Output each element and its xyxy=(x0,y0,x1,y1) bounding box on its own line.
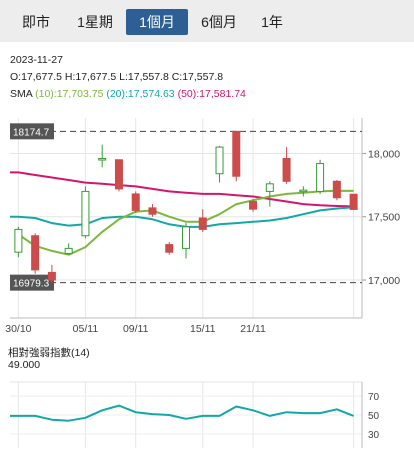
candle-body-6 xyxy=(114,159,123,190)
sma10-value: (10):17,703.75 xyxy=(35,88,104,100)
candle-body-2 xyxy=(47,271,56,281)
sma10-line xyxy=(17,189,354,256)
y-tick-label-1: 17,500 xyxy=(368,212,400,224)
x-tick-label-1: 05/11 xyxy=(73,323,99,335)
candle-body-14 xyxy=(249,201,258,210)
candle-body-3 xyxy=(64,247,73,254)
tab-1-week[interactable]: 1星期 xyxy=(77,14,113,30)
candle-body-18 xyxy=(316,163,325,192)
candle-body-15 xyxy=(265,183,274,192)
high-marker-label: 18174.7 xyxy=(13,127,50,138)
period-tabs: 即市 1星期 1個月 6個月 1年 xyxy=(0,0,414,42)
rsi-period: (14) xyxy=(71,347,90,359)
x-tick-label-0: 30/10 xyxy=(5,323,31,335)
tab-1-year[interactable]: 1年 xyxy=(261,14,283,30)
high-marker-box xyxy=(10,123,54,140)
candle-body-12 xyxy=(215,146,224,175)
x-tick-label-3: 15/11 xyxy=(190,323,216,335)
ohlc-readout: O:17,677.5 H:17,677.5 L:17,557.8 C:17,55… xyxy=(10,71,224,83)
low-marker-box xyxy=(10,274,54,291)
candle-body-1 xyxy=(31,235,40,271)
sma-label: SMA xyxy=(10,88,33,100)
rsi-title-text: 相對強弱指數 xyxy=(8,347,71,359)
quote-date: 2023-11-27 xyxy=(10,54,63,66)
sma50-value: (50):17,581.74 xyxy=(177,88,246,100)
candle-body-5 xyxy=(98,158,107,161)
rsi-title: 相對強弱指數(14) xyxy=(8,345,90,360)
rsi-y-tick-2: 30 xyxy=(368,430,380,441)
candle-body-17 xyxy=(299,189,308,193)
sma50-line xyxy=(10,171,354,208)
candle-body-16 xyxy=(282,158,291,182)
tab-1-month[interactable]: 1個月 xyxy=(126,9,188,35)
candle-body-8 xyxy=(148,207,157,215)
rsi-value: 49.000 xyxy=(8,359,41,371)
y-tick-label-2: 17,000 xyxy=(368,275,400,287)
candle-body-0 xyxy=(14,228,23,253)
sma-readout: SMA (10):17,703.75 (20):17,574.63 (50):1… xyxy=(10,88,246,100)
tab-6-months[interactable]: 6個月 xyxy=(201,14,237,30)
sma20-value: (20):17,574.63 xyxy=(106,88,175,100)
candle-body-10 xyxy=(182,226,190,249)
y-tick-label-0: 18,000 xyxy=(368,148,400,160)
rsi-y-tick-1: 50 xyxy=(368,411,380,422)
low-marker-label: 16979.3 xyxy=(13,279,50,290)
candle-body-20 xyxy=(349,193,358,210)
candle-body-11 xyxy=(198,217,207,230)
tab-realtime[interactable]: 即市 xyxy=(22,14,50,30)
x-tick-label-2: 09/11 xyxy=(123,323,149,335)
candle-body-13 xyxy=(232,130,241,177)
candle-body-9 xyxy=(165,244,174,253)
candle-body-7 xyxy=(131,193,140,211)
candle-body-19 xyxy=(332,180,341,199)
x-tick-label-4: 21/11 xyxy=(240,323,266,335)
candle-body-4 xyxy=(81,190,90,237)
sma20-line xyxy=(10,206,354,228)
rsi-line xyxy=(10,404,354,422)
rsi-y-tick-0: 70 xyxy=(368,392,380,403)
